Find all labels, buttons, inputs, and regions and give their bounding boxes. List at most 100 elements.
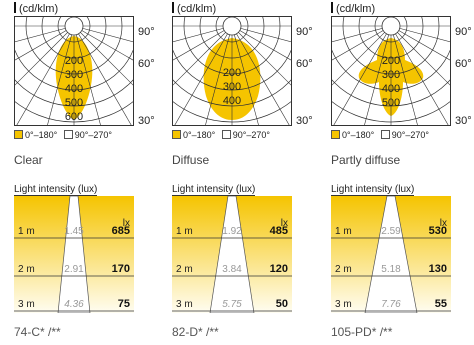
polar-ring-label: 300 [382,69,400,81]
angle-label-30: 30° [296,115,313,127]
polar-radial-line [390,25,451,43]
polar-radial-line [331,25,392,87]
legend: 0°–180° 90°–270° [331,130,429,140]
lux-unit-label: lx [123,218,130,229]
polar-radial-line [73,25,134,87]
lux-table: lx 1 m 1.92 485 2 m 3.84 120 3 m 5.75 50 [172,196,292,313]
lux-row-diameter: 3.84 [222,264,242,275]
polar-radial-line [231,25,292,61]
product-code: 82-D* /** [172,325,219,339]
lux-row-diameter: 7.76 [381,299,401,310]
lux-row-value: 130 [429,263,447,275]
angle-label-60: 60° [296,58,313,70]
product-name: Clear [14,153,43,167]
polar-ring-label: 300 [65,69,83,81]
polar-radial-line [204,25,233,126]
product-column-clear: (cd/klm) 200 300 400 500 600 90° 60° 30° 0°–… [0,0,155,345]
angle-label-90: 90° [138,26,155,38]
polar-ring-label: 400 [65,83,83,95]
light-intensity-title: Light intensity (lux) [331,184,415,196]
legend-swatch-yellow [14,130,23,139]
polar-radial-line [331,25,392,61]
legend-range2: 90°–270° [232,130,270,140]
product-code: 74-C* /** [14,325,61,339]
polar-frame [14,16,134,126]
lamp-circle [64,16,84,36]
unit-label: (cd/klm) [172,2,216,15]
lamp-circle [222,16,242,36]
legend-range1: 0°–180° [342,130,375,140]
angle-label-90: 90° [296,26,313,38]
unit-label: (cd/klm) [14,2,58,15]
unit-text: (cd/klm) [336,3,376,15]
lux-row-diameter: 1.45 [64,226,84,237]
polar-ring-label: 300 [223,81,241,93]
legend: 0°–180° 90°–270° [14,130,112,140]
polar-diagram: 200 300 400 500 600 [14,16,134,126]
polar-radial-line [14,25,75,43]
polar-radial-line [73,25,133,126]
legend-swatch-white [63,130,73,139]
lux-row-diameter: 2.59 [381,226,401,237]
lux-table: lx 1 m 2.59 530 2 m 5.18 130 3 m 7.76 55 [331,196,451,313]
lux-row-distance: 2 m [18,264,35,275]
polar-radial-line [390,25,450,126]
angle-label-90: 90° [455,26,472,38]
product-column-partly-diffuse: (cd/klm) 200 300 400 500 90° 60° 30° 0°–180… [317,0,472,345]
polar-frame [172,16,292,126]
angle-label-60: 60° [455,58,472,70]
polar-radial-line [363,25,392,126]
legend-swatch-white [221,130,231,139]
lux-row-distance: 1 m [176,226,193,237]
polar-radial-line [231,25,292,87]
lux-row-distance: 3 m [176,299,193,310]
polar-ring-label: 600 [65,111,83,123]
lux-row-diameter: 2.91 [64,264,84,275]
polar-radial-line [172,25,233,87]
polar-ring-label: 500 [382,97,400,109]
unit-label: (cd/klm) [331,2,375,15]
polar-ring-label: 200 [65,55,83,67]
product-code: 105-PD* /** [331,325,393,339]
product-column-diffuse: (cd/klm) 200 300 400 90° 60° 30° 0°–180° 9… [158,0,313,345]
light-cone [209,196,255,313]
lamp-circle [381,16,401,36]
unit-text: (cd/klm) [177,3,217,15]
polar-radial-line [14,25,75,61]
polar-radial-line [231,25,291,126]
intensity-symbol-bar [172,2,174,13]
lux-table: lx 1 m 1.45 685 2 m 2.91 170 3 m 4.36 75 [14,196,134,313]
intensity-symbol-bar [331,2,333,13]
polar-radial-line [73,25,134,43]
polar-radial-line [231,25,292,43]
product-name: Partly diffuse [331,153,401,167]
lux-row-value: 75 [118,298,130,310]
polar-radial-line [15,25,75,126]
lux-row-value: 170 [112,263,130,275]
lux-row-value: 485 [270,225,288,237]
polar-radial-line [14,25,75,87]
polar-radial-line [390,25,451,61]
lux-row-distance: 2 m [335,264,352,275]
lux-row-distance: 2 m [176,264,193,275]
polar-ring-label: 400 [382,83,400,95]
lux-row-distance: 1 m [335,226,352,237]
polar-frame [331,16,451,126]
legend-swatch-yellow [172,130,181,139]
lux-row-distance: 3 m [18,299,35,310]
legend-range1: 0°–180° [25,130,58,140]
polar-radial-line [73,25,102,126]
polar-diagram: 200 300 400 [172,16,292,126]
light-intensity-title: Light intensity (lux) [172,184,256,196]
lux-row-diameter: 1.92 [222,226,242,237]
polar-radial-line [390,25,419,126]
angle-label-60: 60° [138,58,155,70]
legend-range2: 90°–270° [391,130,429,140]
legend-swatch-yellow [331,130,340,139]
lux-row-diameter: 4.36 [64,299,84,310]
lux-row-value: 120 [270,263,288,275]
angle-label-30: 30° [138,115,155,127]
lux-row-diameter: 5.18 [381,264,401,275]
intensity-symbol-bar [14,2,16,13]
legend-range2: 90°–270° [74,130,112,140]
